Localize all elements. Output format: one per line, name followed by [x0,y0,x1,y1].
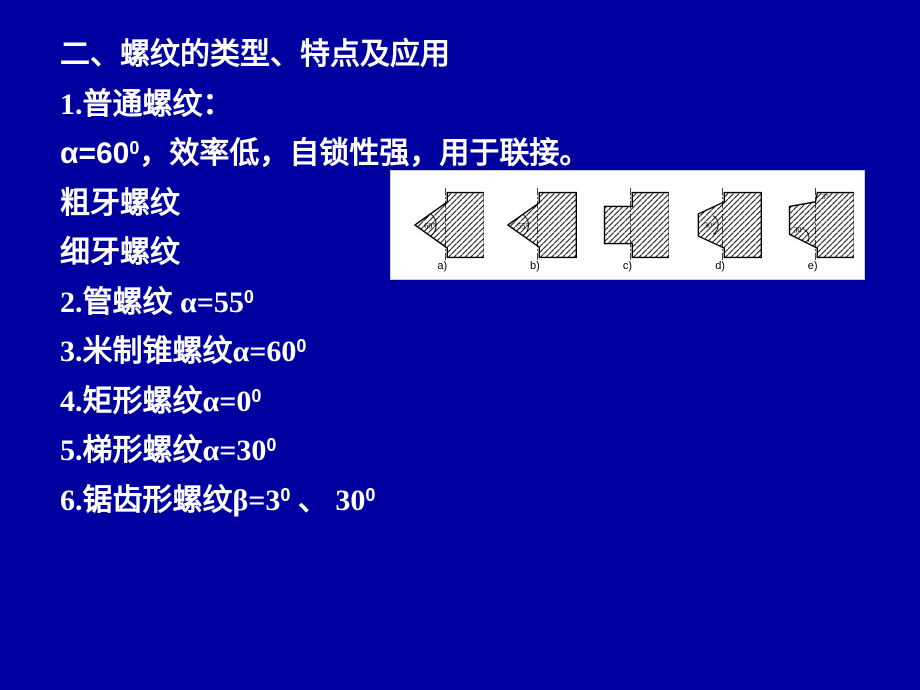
angle-label-b: 55° [517,222,529,231]
line-6: 3.米制锥螺纹α=600 [60,327,860,377]
diagram-b: 55° b) [489,176,582,274]
line-2-post: ，效率低，自锁性强，用于联接。 [139,137,589,170]
diagram-a: 60° a) [396,176,489,274]
line-2-sup: 0 [129,138,139,158]
thread-profile-e-icon: 3° 30° [771,185,854,265]
angle-label-e: 30° [793,225,805,234]
line-9-sup1: 0 [280,485,290,505]
line-5-sup: 0 [244,287,254,307]
line-5-pre: 2.管螺纹 α=55 [60,286,244,319]
diagram-label-c: c) [623,260,632,272]
line-7-sup: 0 [251,386,261,406]
diagram-c: c) [581,176,674,274]
line-9-pre: 6.锯齿形螺纹β=3 [60,484,280,517]
thread-profile-c-icon [586,185,669,265]
line-1: 1.普通螺纹： [60,80,860,130]
diagram-d: 30° d) [674,176,767,274]
diagram-label-e: e) [808,260,818,272]
line-7: 4.矩形螺纹α=00 [60,377,860,427]
diagram-label-d: d) [715,260,725,272]
thread-profile-b-icon: 55° [493,185,576,265]
line-6-pre: 3.米制锥螺纹α=60 [60,335,296,368]
line-7-pre: 4.矩形螺纹α=0 [60,385,251,418]
thread-profile-a-icon: 60° [401,185,484,265]
angle-label-e-top: 3° [822,192,829,201]
line-9-mid: 、 30 [290,484,365,517]
line-8: 5.梯形螺纹α=300 [60,426,860,476]
line-8-sup: 0 [266,435,276,455]
line-5: 2.管螺纹 α=550 [60,278,860,328]
angle-label-a: 60° [424,222,436,231]
line-2-pre: α=60 [60,137,129,170]
angle-label-d: 30° [704,221,716,230]
line-9-sup2: 0 [365,485,375,505]
line-6-sup: 0 [296,336,306,356]
thread-profile-d-icon: 30° [678,185,761,265]
title-line: 二、螺纹的类型、特点及应用 [60,30,860,80]
diagram-e: 3° 30° e) [766,176,859,274]
thread-profile-diagram: 60° a) 55° b) c) 30° d) [390,170,865,280]
diagram-label-a: a) [437,260,447,272]
line-9: 6.锯齿形螺纹β=30 、 300 [60,476,860,526]
diagram-label-b: b) [530,260,540,272]
line-8-pre: 5.梯形螺纹α=30 [60,434,266,467]
